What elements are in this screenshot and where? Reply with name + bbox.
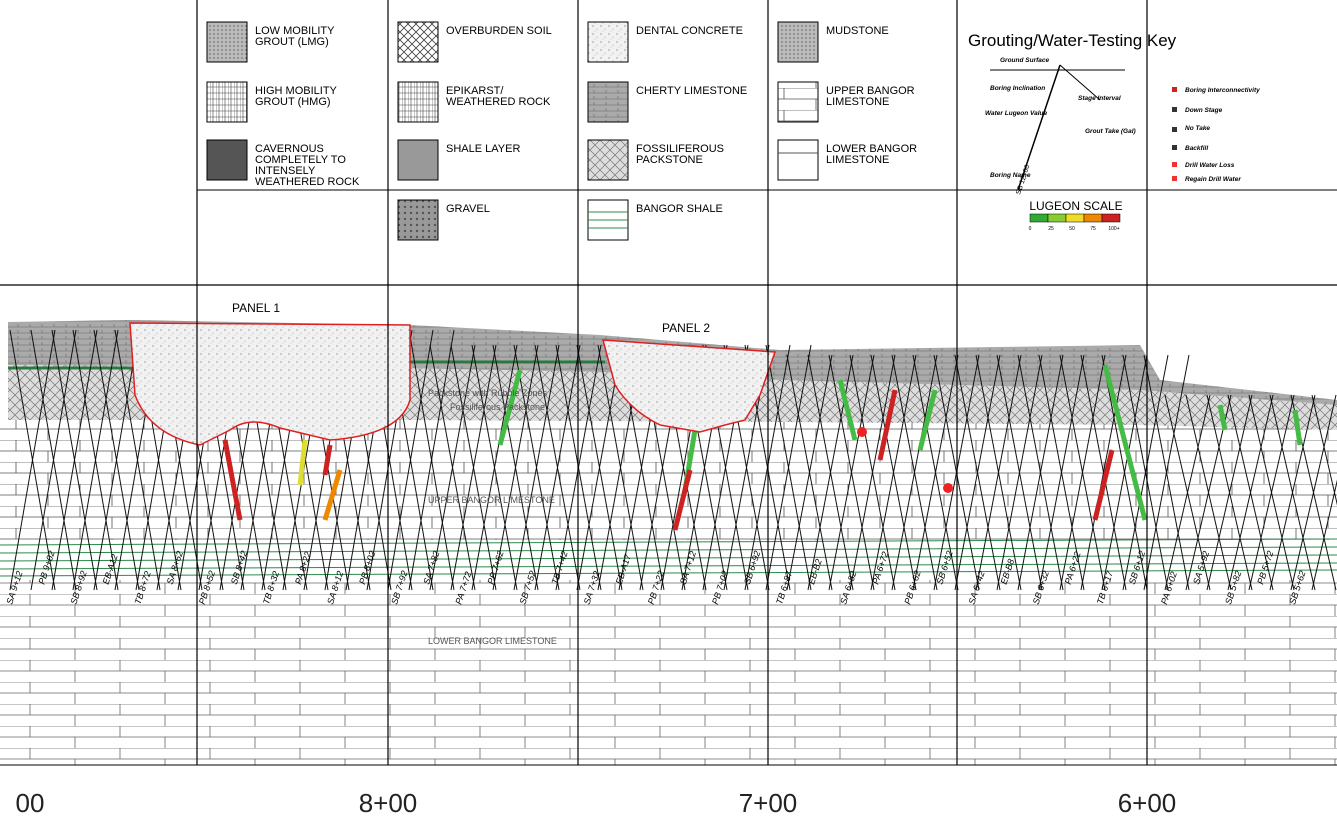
legend-label: OVERBURDEN SOIL (446, 25, 552, 37)
legend-label: WEATHERED ROCK (446, 96, 551, 108)
lugeon-color (1102, 214, 1120, 222)
key-symbol (1172, 162, 1177, 167)
key-symbol (1172, 87, 1177, 92)
panel-label: PANEL 2 (662, 321, 710, 335)
key-label: Boring Inclination (990, 85, 1045, 92)
station-label: 7+00 (739, 788, 798, 815)
key-label: Stage Interval (1078, 95, 1121, 102)
lugeon-tick: 75 (1090, 226, 1096, 232)
water-loss (857, 427, 867, 437)
key-label: Regain Drill Water (1185, 176, 1241, 183)
lower-limestone (0, 580, 1337, 765)
zone-label: Packstone with Rubble Zones (428, 388, 548, 398)
lugeon-color (1030, 214, 1048, 222)
key-label: Drill Water Loss (1185, 162, 1235, 169)
legend-swatch (207, 82, 247, 122)
legend-swatch (398, 22, 438, 62)
legend-label: LIMESTONE (826, 154, 889, 166)
lugeon-color (1048, 214, 1066, 222)
legend-label: GROUT (HMG) (255, 96, 331, 108)
legend-swatch (778, 82, 818, 122)
zone-label: UPPER BANGOR LIMESTONE (428, 495, 555, 505)
lugeon-tick: 50 (1069, 226, 1075, 232)
key-label: Water Lugeon Value (985, 110, 1048, 117)
lugeon-tick: 100+ (1108, 226, 1119, 232)
zone-label: LOWER BANGOR LIMESTONE (428, 636, 557, 646)
key-label: Ground Surface (1000, 57, 1050, 64)
key-label: Grout Take (Gal) (1085, 128, 1136, 135)
legend-label: GRAVEL (446, 203, 490, 215)
station-label: 8+00 (359, 788, 418, 815)
key-label: Down Stage (1185, 107, 1223, 114)
legend-label: PACKSTONE (636, 154, 703, 166)
legend-swatch (207, 22, 247, 62)
legend-label: WEATHERED ROCK (255, 176, 360, 188)
legend-swatch (398, 200, 438, 240)
legend-label: LIMESTONE (826, 96, 889, 108)
key-label: Backfill (1185, 145, 1208, 152)
legend-label: BANGOR SHALE (636, 203, 723, 215)
lugeon-color (1084, 214, 1102, 222)
legend-swatch (778, 22, 818, 62)
key-symbol (1172, 176, 1177, 181)
legend-swatch (588, 140, 628, 180)
legend-label: MUDSTONE (826, 25, 889, 37)
legend-label: DENTAL CONCRETE (636, 25, 743, 37)
key-label: No Take (1185, 125, 1210, 132)
panel-label: PANEL 1 (232, 301, 280, 315)
key-symbol (1172, 107, 1177, 112)
legend-swatch (398, 82, 438, 122)
key-symbol (1172, 127, 1177, 132)
legend-swatch (778, 140, 818, 180)
legend-label: SHALE LAYER (446, 143, 520, 155)
legend-label: GROUT (LMG) (255, 36, 329, 48)
key-symbol (1172, 145, 1177, 150)
lugeon-tick: 0 (1029, 226, 1032, 232)
drawing: LOW MOBILITYGROUT (LMG)HIGH MOBILITYGROU… (0, 0, 1337, 815)
legend-swatch (398, 140, 438, 180)
key-sample: SB 12+00 (1015, 164, 1031, 196)
lugeon-tick: 25 (1048, 226, 1054, 232)
legend-swatch (588, 82, 628, 122)
key-title: Grouting/Water-Testing Key (968, 31, 1177, 50)
station-label: 6+00 (1118, 788, 1177, 815)
legend-label: CHERTY LIMESTONE (636, 85, 747, 97)
lugeon-title: LUGEON SCALE (1029, 199, 1122, 213)
zone-label: Fossiliferous Packstone (450, 402, 545, 412)
key-label: Boring Interconnectivity (1185, 87, 1260, 94)
water-loss (943, 483, 953, 493)
legend-swatch (207, 140, 247, 180)
station-label: 00 (16, 788, 45, 815)
lugeon-color (1066, 214, 1084, 222)
legend-swatch (588, 22, 628, 62)
